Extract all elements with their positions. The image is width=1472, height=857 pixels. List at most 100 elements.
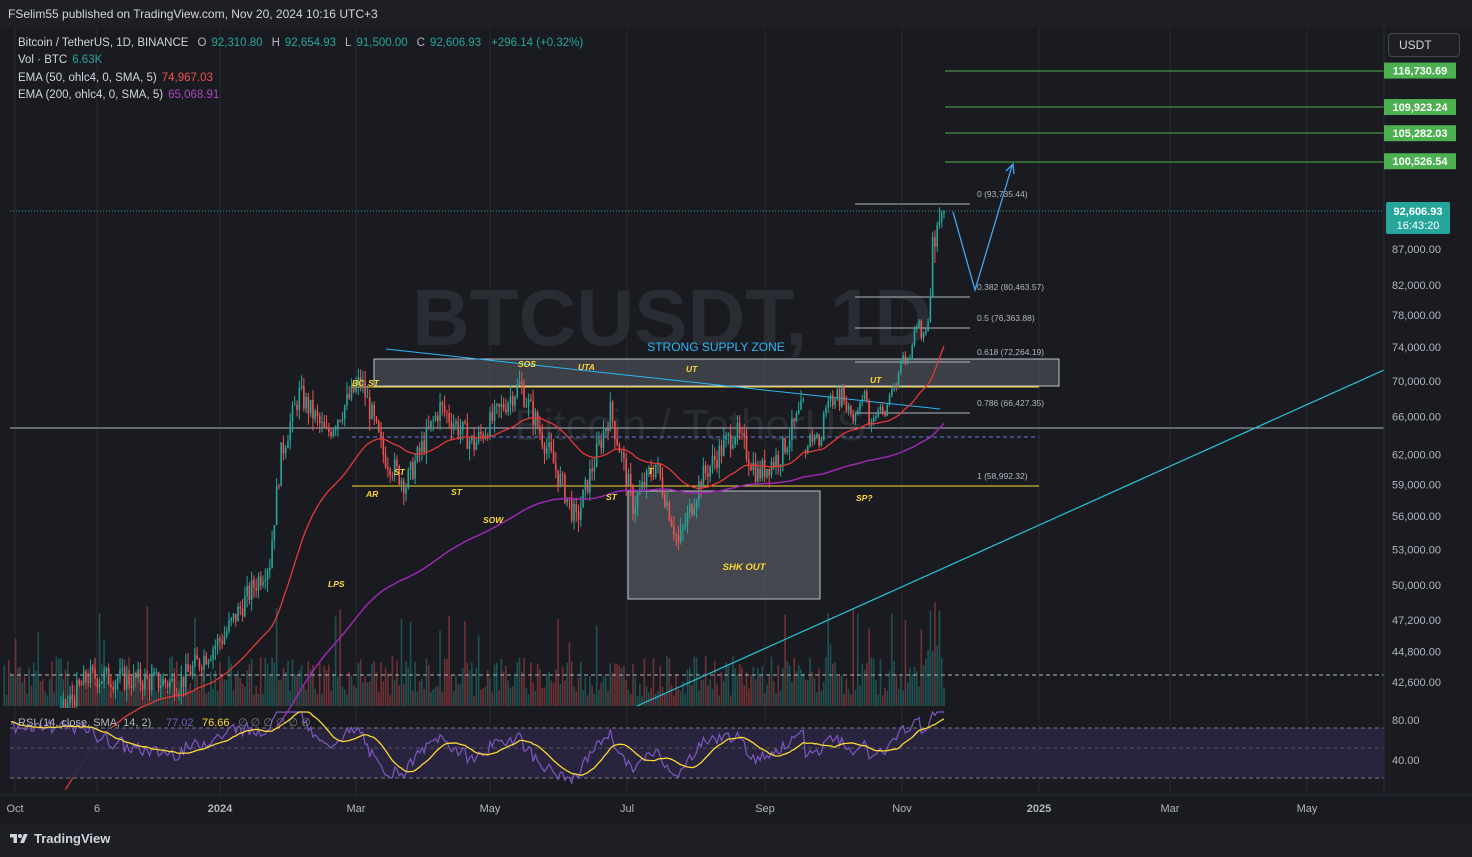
low-label: L xyxy=(345,37,352,49)
candle-body xyxy=(686,512,689,525)
volume-bar xyxy=(207,691,210,706)
volume-bar xyxy=(934,602,936,706)
volume-bar xyxy=(250,658,253,706)
volume-bar xyxy=(412,691,414,706)
chart-area[interactable] xyxy=(0,28,1472,825)
volume-bar xyxy=(137,672,139,706)
volume-bar xyxy=(663,694,666,706)
volume-bar xyxy=(391,656,394,706)
volume-bar xyxy=(475,667,478,706)
legend-volume-row[interactable]: Vol · BTC 6.63K xyxy=(18,52,583,69)
footer-brand[interactable]: TradingView xyxy=(10,831,110,846)
volume-bar xyxy=(262,694,264,706)
candle-body xyxy=(219,638,221,641)
legend-ema50-row[interactable]: EMA (50, ohlc4, 0, SMA, 5) 74,967.03 xyxy=(18,70,583,87)
candle-body xyxy=(895,385,898,388)
volume-bar xyxy=(645,686,648,706)
candle-body xyxy=(786,448,789,453)
target-box xyxy=(1384,62,1456,79)
candle-body xyxy=(273,525,276,541)
volume-value: 6.63K xyxy=(72,54,103,67)
candle-body xyxy=(98,683,101,688)
rsi-tick-40: 40.00 xyxy=(1392,755,1420,767)
candle-body xyxy=(312,399,314,419)
candle-body xyxy=(423,440,425,452)
candle-body xyxy=(675,534,677,536)
candle-body xyxy=(157,672,160,689)
candle-body xyxy=(825,408,827,414)
candle-body xyxy=(262,581,264,586)
volume-bar xyxy=(427,664,430,706)
volume-bar xyxy=(634,677,637,706)
volume-bar xyxy=(854,689,857,706)
wyckoff-label: ST xyxy=(451,487,463,497)
volume-bar xyxy=(305,689,307,706)
price-tick: 56,000.00 xyxy=(1392,511,1441,523)
volume-bar xyxy=(913,666,916,706)
volume-bar xyxy=(527,694,530,706)
candle-body xyxy=(820,439,823,446)
candle-body xyxy=(94,668,96,679)
volume-bar xyxy=(586,695,589,706)
volume-bar xyxy=(888,671,891,706)
rsi-tick-80: 80.00 xyxy=(1392,715,1420,727)
candle-body xyxy=(332,430,335,437)
candle-body xyxy=(643,481,646,488)
candle-body xyxy=(609,402,612,431)
volume-bar xyxy=(271,657,273,706)
candle-body xyxy=(725,435,727,440)
candle-body xyxy=(309,399,312,414)
volume-bar xyxy=(257,693,260,706)
currency-button[interactable]: USDT xyxy=(1388,33,1460,57)
volume-bar xyxy=(402,683,405,706)
volume-bar xyxy=(32,662,35,706)
candle-body xyxy=(180,676,183,694)
volume-bar xyxy=(568,642,571,706)
candle-body xyxy=(679,529,682,542)
candle-body xyxy=(634,506,637,515)
candle-body xyxy=(768,468,771,476)
candle-body xyxy=(353,384,355,392)
candle-body xyxy=(879,406,882,411)
volume-bar xyxy=(702,679,705,706)
volume-bar xyxy=(212,688,214,706)
volume-bar xyxy=(493,664,496,706)
candle-body xyxy=(450,422,453,430)
volume-bar xyxy=(682,681,684,706)
volume-bar xyxy=(237,670,239,706)
volume-bar xyxy=(371,664,373,706)
candle-body xyxy=(800,400,802,410)
candle-body xyxy=(85,671,87,683)
legend-symbol-row[interactable]: Bitcoin / TetherUS, 1D, BINANCE O 92,310.… xyxy=(18,35,583,52)
volume-bar xyxy=(604,676,607,706)
candle-body xyxy=(96,678,99,688)
volume-bar xyxy=(938,610,941,706)
candle-body xyxy=(845,401,848,411)
volume-bar xyxy=(30,685,33,706)
rsi-ma-value: 76.66 xyxy=(202,717,230,729)
last-price-box xyxy=(1386,202,1450,234)
candle-body xyxy=(366,396,369,398)
candle-body xyxy=(337,420,339,429)
volume-bar xyxy=(657,690,659,706)
symbol-name[interactable]: Bitcoin / TetherUS, 1D, BINANCE xyxy=(18,37,189,49)
volume-bar xyxy=(807,680,809,706)
volume-bar xyxy=(940,657,943,706)
volume-bar xyxy=(471,662,473,706)
volume-bar xyxy=(393,679,396,706)
candle-body xyxy=(884,412,886,416)
volume-bar xyxy=(818,668,820,706)
candle-body xyxy=(732,444,734,449)
volume-bar xyxy=(927,649,929,706)
volume-bar xyxy=(852,609,854,706)
rsi-label: RSI (14, close, SMA, 14, 2) xyxy=(18,717,151,729)
legend-ema200-row[interactable]: EMA (200, ohlc4, 0, SMA, 5) 65,068.91 xyxy=(18,87,583,104)
candle-body xyxy=(255,588,257,591)
volume-bar xyxy=(248,664,251,706)
candle-body xyxy=(886,404,889,416)
volume-bar xyxy=(496,663,498,706)
volume-bars xyxy=(3,602,945,706)
candle-body xyxy=(148,678,151,690)
candle-body xyxy=(580,507,582,520)
